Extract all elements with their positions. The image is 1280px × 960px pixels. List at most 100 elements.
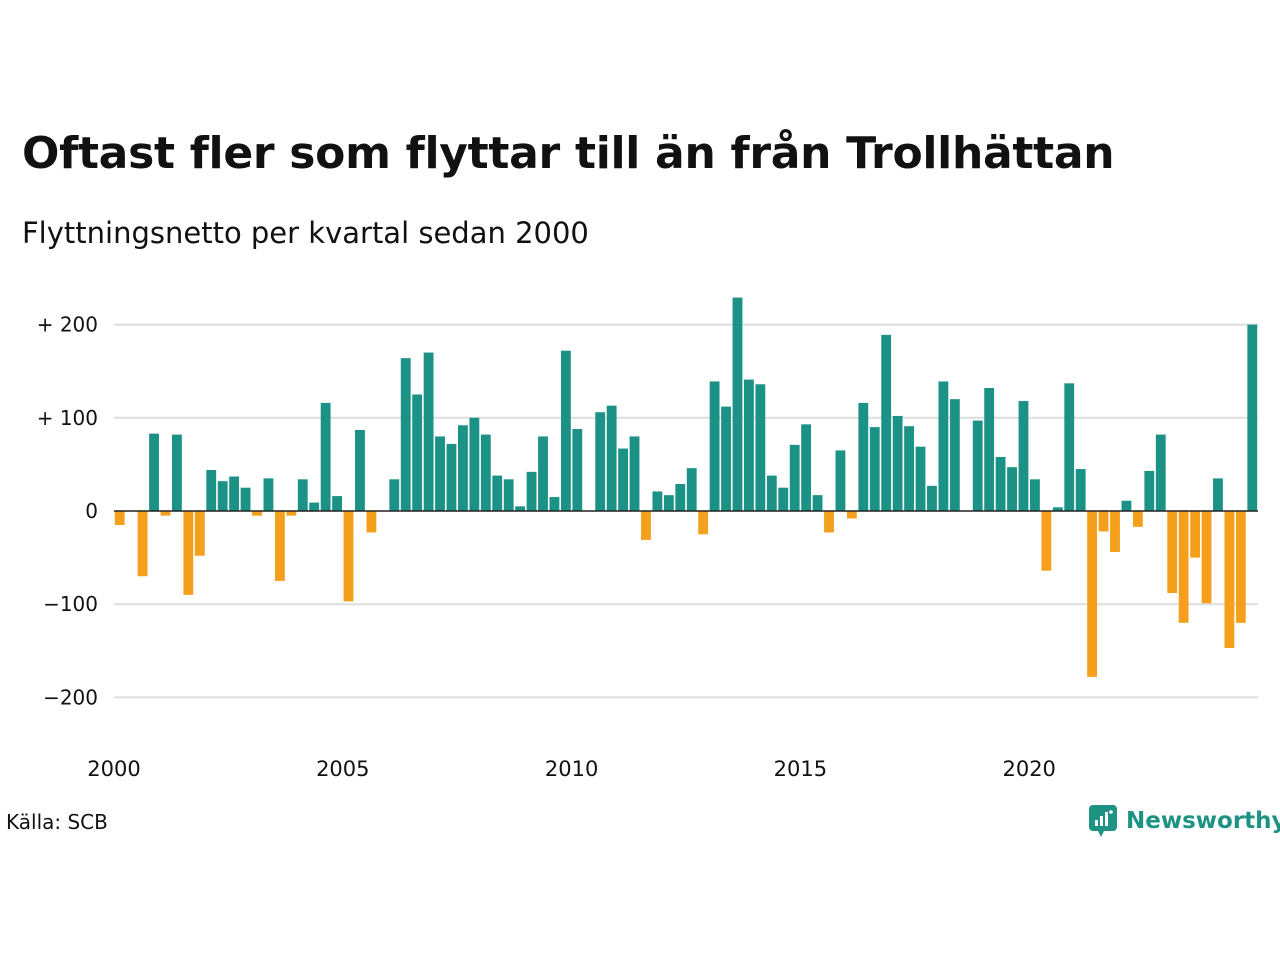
bar — [137, 511, 148, 577]
brand-name: Newsworthy — [1126, 808, 1280, 834]
bar — [469, 417, 480, 511]
bar — [663, 495, 674, 511]
bar — [538, 436, 548, 511]
bar — [721, 406, 731, 511]
bar — [698, 511, 709, 535]
bar — [412, 394, 423, 511]
bar — [332, 496, 342, 511]
bar — [297, 479, 308, 511]
bar — [1190, 511, 1200, 558]
bar — [217, 481, 228, 511]
bar — [846, 511, 857, 519]
bar — [709, 381, 720, 511]
bar — [503, 479, 514, 511]
bar — [789, 444, 800, 511]
y-tick-label: 0 — [85, 499, 98, 523]
bar — [435, 436, 445, 511]
bar — [1098, 511, 1109, 532]
bar — [480, 434, 491, 511]
bar — [766, 475, 777, 511]
bar — [1087, 511, 1098, 677]
bar — [778, 487, 789, 511]
axes: + 200 + 100 0 −100 −200 2000 2005 2010 2015 2020 — [37, 313, 1258, 781]
chart-title: Oftast fler som flyttar till än från Tro… — [22, 128, 1115, 179]
bar — [400, 358, 411, 511]
y-tick-label: + 100 — [37, 406, 98, 430]
bar — [1201, 511, 1212, 604]
bar — [274, 511, 285, 581]
bar — [652, 491, 663, 511]
bar — [206, 469, 217, 511]
bar — [1018, 401, 1029, 511]
chart-subtitle: Flyttningsnetto per kvartal sedan 2000 — [22, 216, 589, 250]
bar — [423, 352, 434, 511]
bar — [1030, 479, 1040, 511]
x-tick-label: 2015 — [774, 757, 827, 781]
bar — [355, 429, 365, 511]
x-tick-label: 2000 — [87, 757, 140, 781]
bar — [526, 471, 537, 511]
bar — [194, 511, 205, 556]
bar — [892, 415, 903, 511]
bar — [835, 450, 846, 511]
bar — [1144, 470, 1155, 511]
bar — [744, 379, 754, 511]
bar — [183, 511, 194, 595]
bar — [606, 405, 617, 511]
bar — [343, 511, 354, 602]
bar — [172, 434, 182, 511]
bar — [686, 468, 697, 511]
bar — [881, 334, 892, 511]
bar — [927, 485, 937, 511]
bar — [309, 502, 320, 511]
bar — [1064, 383, 1075, 511]
bar — [595, 412, 606, 511]
bar — [1132, 511, 1143, 527]
bar — [549, 497, 560, 511]
y-tick-label: −100 — [43, 592, 98, 616]
bars — [114, 297, 1258, 677]
bar — [320, 402, 331, 511]
bar — [824, 511, 834, 533]
bar — [389, 479, 400, 511]
bar — [972, 420, 983, 511]
bar — [572, 428, 583, 511]
bar — [458, 425, 468, 511]
bar — [366, 511, 377, 533]
bar — [858, 402, 869, 511]
bar — [984, 387, 995, 511]
x-tick-label: 2010 — [545, 757, 598, 781]
bar — [446, 443, 457, 511]
bar — [904, 426, 914, 511]
bar — [149, 433, 159, 511]
bar — [1247, 324, 1258, 511]
bar — [1155, 434, 1166, 511]
bar — [949, 399, 960, 511]
bar — [1007, 467, 1017, 511]
bar — [995, 456, 1006, 511]
newsworthy-icon — [1089, 805, 1117, 837]
bar — [114, 511, 125, 525]
bar — [801, 424, 812, 511]
bar — [515, 506, 526, 511]
x-tick-label: 2020 — [1002, 757, 1055, 781]
bar — [263, 478, 274, 511]
bar — [869, 427, 880, 511]
bar — [560, 350, 571, 511]
bar — [675, 483, 686, 511]
bar — [286, 511, 297, 516]
brand-logo: Newsworthy — [1088, 804, 1280, 838]
bar — [1075, 469, 1086, 511]
bar — [240, 487, 251, 511]
bar — [160, 511, 171, 516]
bar — [732, 297, 743, 511]
bar — [1121, 500, 1132, 511]
y-tick-label: −200 — [43, 685, 98, 709]
bar — [1213, 478, 1223, 511]
bar — [1052, 507, 1063, 511]
y-tick-label: + 200 — [37, 313, 98, 337]
bar — [938, 381, 949, 511]
bar-chart: + 200 + 100 0 −100 −200 2000 2005 2010 2015 2020 — [37, 297, 1258, 781]
bar — [755, 384, 766, 511]
source-note: Källa: SCB — [6, 810, 108, 834]
